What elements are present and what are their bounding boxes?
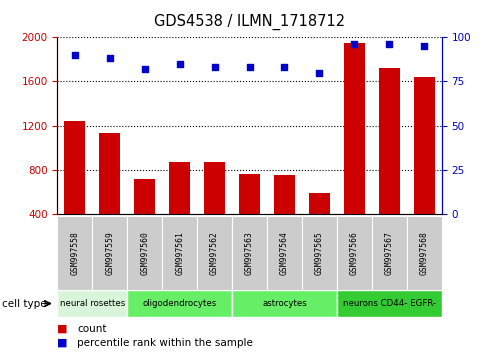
Text: neurons CD44- EGFR-: neurons CD44- EGFR-: [343, 299, 436, 308]
Bar: [267, 216, 302, 290]
Text: neural rosettes: neural rosettes: [60, 299, 125, 308]
Bar: [379, 68, 400, 258]
Bar: [407, 216, 442, 290]
Text: GDS4538 / ILMN_1718712: GDS4538 / ILMN_1718712: [154, 14, 345, 30]
Point: [280, 64, 288, 70]
Text: GSM997568: GSM997568: [420, 231, 429, 275]
Text: GSM997558: GSM997558: [70, 231, 79, 275]
Bar: [127, 290, 232, 317]
Bar: [92, 216, 127, 290]
Point: [385, 41, 393, 47]
Text: cell type: cell type: [2, 298, 47, 309]
Text: GSM997566: GSM997566: [350, 231, 359, 275]
Text: GSM997561: GSM997561: [175, 231, 184, 275]
Point: [71, 52, 79, 58]
Text: GSM997560: GSM997560: [140, 231, 149, 275]
Text: count: count: [77, 324, 107, 334]
Bar: [337, 216, 372, 290]
Text: percentile rank within the sample: percentile rank within the sample: [77, 338, 253, 348]
Bar: [414, 77, 435, 258]
Text: ■: ■: [57, 324, 68, 334]
Bar: [344, 43, 365, 258]
Point: [141, 66, 149, 72]
Bar: [239, 175, 260, 258]
Bar: [232, 290, 337, 317]
Bar: [64, 121, 85, 258]
Bar: [204, 162, 225, 258]
Bar: [57, 216, 92, 290]
Text: ■: ■: [57, 338, 68, 348]
Point: [106, 56, 114, 61]
Point: [246, 64, 253, 70]
Text: astrocytes: astrocytes: [262, 299, 307, 308]
Bar: [309, 193, 330, 258]
Bar: [274, 176, 295, 258]
Text: GSM997559: GSM997559: [105, 231, 114, 275]
Text: GSM997564: GSM997564: [280, 231, 289, 275]
Bar: [99, 133, 120, 258]
Bar: [337, 290, 442, 317]
Bar: [127, 216, 162, 290]
Text: GSM997567: GSM997567: [385, 231, 394, 275]
Bar: [372, 216, 407, 290]
Bar: [197, 216, 232, 290]
Point: [176, 61, 184, 67]
Point: [211, 64, 219, 70]
Text: GSM997562: GSM997562: [210, 231, 219, 275]
Point: [315, 70, 323, 75]
Bar: [57, 290, 127, 317]
Text: oligodendrocytes: oligodendrocytes: [143, 299, 217, 308]
Bar: [169, 162, 190, 258]
Bar: [232, 216, 267, 290]
Bar: [162, 216, 197, 290]
Point: [420, 43, 428, 49]
Bar: [134, 179, 155, 258]
Text: GSM997565: GSM997565: [315, 231, 324, 275]
Point: [350, 41, 358, 47]
Bar: [302, 216, 337, 290]
Text: GSM997563: GSM997563: [245, 231, 254, 275]
